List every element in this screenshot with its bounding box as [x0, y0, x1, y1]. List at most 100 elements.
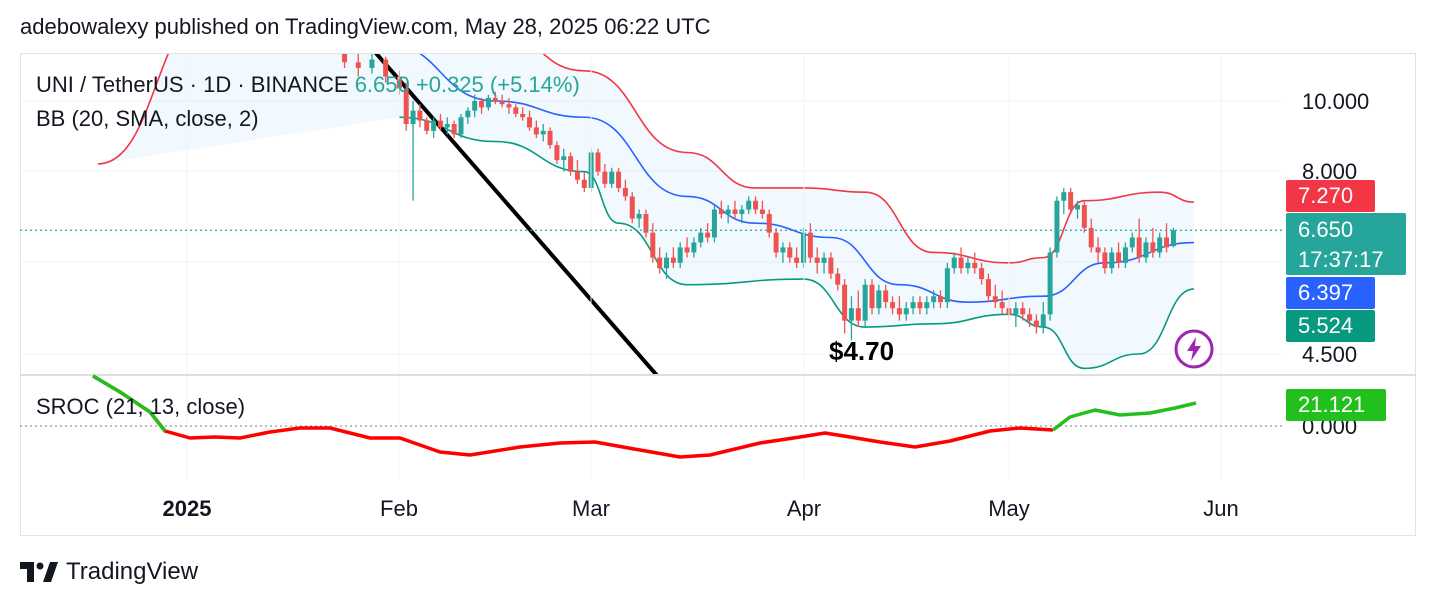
candle: [650, 223, 656, 263]
price-tick-8: 8.000: [1302, 159, 1358, 184]
candle: [1088, 218, 1094, 253]
candle: [848, 296, 854, 341]
candle: [540, 123, 546, 142]
candle-body: [1164, 237, 1170, 248]
candle: [595, 148, 601, 176]
candle-body: [561, 156, 567, 161]
candle: [492, 91, 498, 105]
candle-body: [965, 262, 971, 269]
candle-body: [890, 302, 896, 309]
candle-body: [698, 232, 704, 243]
candle: [835, 268, 841, 291]
brand-name: TradingView: [66, 558, 199, 585]
candle-body: [410, 110, 416, 124]
low-annotation: $4.70: [829, 336, 895, 366]
candle-body: [972, 262, 978, 269]
candle-body: [917, 302, 923, 309]
candle: [992, 284, 998, 309]
symbol-legend: UNI / TetherUS · 1D · BINANCE 6.650 +0.3…: [36, 72, 580, 98]
candle-body: [506, 104, 512, 108]
candle: [732, 200, 738, 219]
candle: [643, 209, 649, 238]
candle: [280, 33, 285, 51]
candle: [924, 296, 930, 315]
candle-body: [938, 296, 943, 303]
candle-body: [780, 247, 786, 253]
time-label-apr: Apr: [786, 496, 822, 521]
candle-body: [444, 123, 450, 128]
candle: [698, 227, 704, 248]
candle-body: [718, 209, 724, 215]
candle-body: [869, 284, 875, 309]
candle: [958, 247, 964, 274]
candle-body: [985, 279, 991, 297]
candle-body: [424, 120, 430, 131]
candle: [95, 0, 100, 4]
candle: [725, 205, 731, 224]
candle-body: [931, 296, 937, 303]
candle: [999, 290, 1005, 315]
candle: [465, 107, 471, 124]
candle-body: [568, 156, 574, 172]
candle-body: [759, 209, 765, 215]
candle: [903, 302, 909, 321]
candle-body: [1170, 230, 1176, 247]
candle: [1136, 218, 1142, 263]
candle: [965, 257, 971, 274]
candle: [855, 290, 861, 328]
bb-upper-label: 7.270: [1286, 180, 1375, 212]
candle-body: [999, 302, 1005, 309]
candle: [622, 179, 628, 201]
candle-body: [417, 110, 423, 121]
candle-body: [451, 123, 457, 135]
time-label-may: May: [988, 496, 1030, 521]
candle: [527, 110, 532, 131]
candle-body: [787, 247, 793, 258]
time-label-jun: Jun: [1203, 496, 1239, 521]
candle-body: [664, 257, 669, 269]
candle: [1150, 227, 1156, 258]
main-pane: [20, 0, 1282, 374]
candle: [1040, 302, 1046, 334]
time-label-feb: Feb: [380, 496, 418, 521]
brand-footer[interactable]: TradingView: [20, 558, 198, 586]
candle: [1170, 227, 1176, 248]
candle: [890, 296, 896, 315]
candle-body: [944, 268, 950, 303]
candle-body: [1081, 205, 1087, 228]
candle-body: [753, 200, 759, 210]
bb-lower-line: [399, 116, 1195, 370]
candle-body: [1150, 242, 1156, 253]
candle-body: [485, 97, 491, 108]
candle: [458, 113, 464, 138]
candle-body: [527, 117, 532, 128]
candle-body: [1061, 192, 1067, 201]
candle-body: [828, 257, 834, 274]
candle-body: [1102, 252, 1108, 269]
candle-body: [458, 117, 464, 135]
candle: [1013, 302, 1019, 328]
candle-body: [1033, 320, 1039, 328]
symbol-name[interactable]: UNI / TetherUS · 1D · BINANCE: [36, 72, 349, 97]
candle: [636, 209, 642, 228]
lightning-icon[interactable]: [1174, 329, 1214, 369]
candle: [1122, 242, 1128, 269]
candle: [444, 117, 450, 135]
candle: [417, 104, 423, 128]
sroc-legend[interactable]: SROC (21, 13, close): [36, 394, 246, 419]
candle: [1129, 232, 1135, 253]
candle: [746, 196, 752, 215]
candle: [602, 163, 608, 188]
bb-legend[interactable]: BB (20, SMA, close, 2): [36, 106, 259, 131]
candle-body: [862, 284, 868, 321]
candle-body: [835, 273, 841, 285]
candle-body: [602, 171, 608, 184]
candle-body: [643, 214, 649, 233]
bar-countdown: 17:37:17: [1298, 247, 1384, 272]
candle-body: [739, 209, 745, 215]
candle-body: [725, 209, 731, 215]
candle-body: [383, 59, 389, 77]
last-price-value: 6.650: [1298, 217, 1354, 242]
candle: [883, 284, 889, 309]
